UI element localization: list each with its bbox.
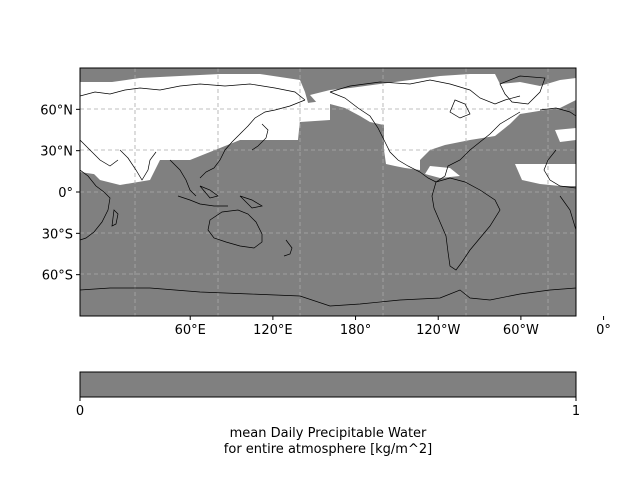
latitude-tick-label: 60°S — [42, 269, 73, 284]
longitude-tick-labels: 60°E 120°E 180° 120°W 60°W 0° — [175, 316, 611, 338]
latitude-tick-label: 30°N — [40, 145, 73, 160]
latitude-tick-label: 60°N — [40, 103, 73, 118]
latitude-tick-label: 30°S — [42, 227, 73, 242]
coastlines — [80, 75, 576, 307]
longitude-tick-label: 180° — [340, 323, 371, 338]
colorbar-label-line1: mean Daily Precipitable Water — [230, 426, 427, 441]
colorbar-min-label: 0 — [76, 404, 84, 419]
latitude-tick-labels: 60°N 30°N 0° 30°S 60°S — [40, 103, 80, 284]
colorbar: 0 1 mean Daily Precipitable Water for en… — [76, 371, 580, 457]
colorbar-label-line2: for entire atmosphere [kg/m^2] — [224, 442, 432, 457]
colorbar-fill — [79, 371, 577, 398]
missing-data-regions — [80, 74, 576, 186]
gridlines — [80, 68, 576, 316]
longitude-tick-label: 60°E — [175, 323, 206, 338]
latitude-tick-label: 0° — [58, 186, 73, 201]
longitude-tick-label: 0° — [596, 323, 611, 338]
map-panel — [80, 68, 576, 316]
colorbar-max-label: 1 — [572, 404, 580, 419]
longitude-tick-label: 60°W — [503, 323, 539, 338]
longitude-tick-label: 120°W — [416, 323, 460, 338]
longitude-tick-label: 120°E — [253, 323, 293, 338]
